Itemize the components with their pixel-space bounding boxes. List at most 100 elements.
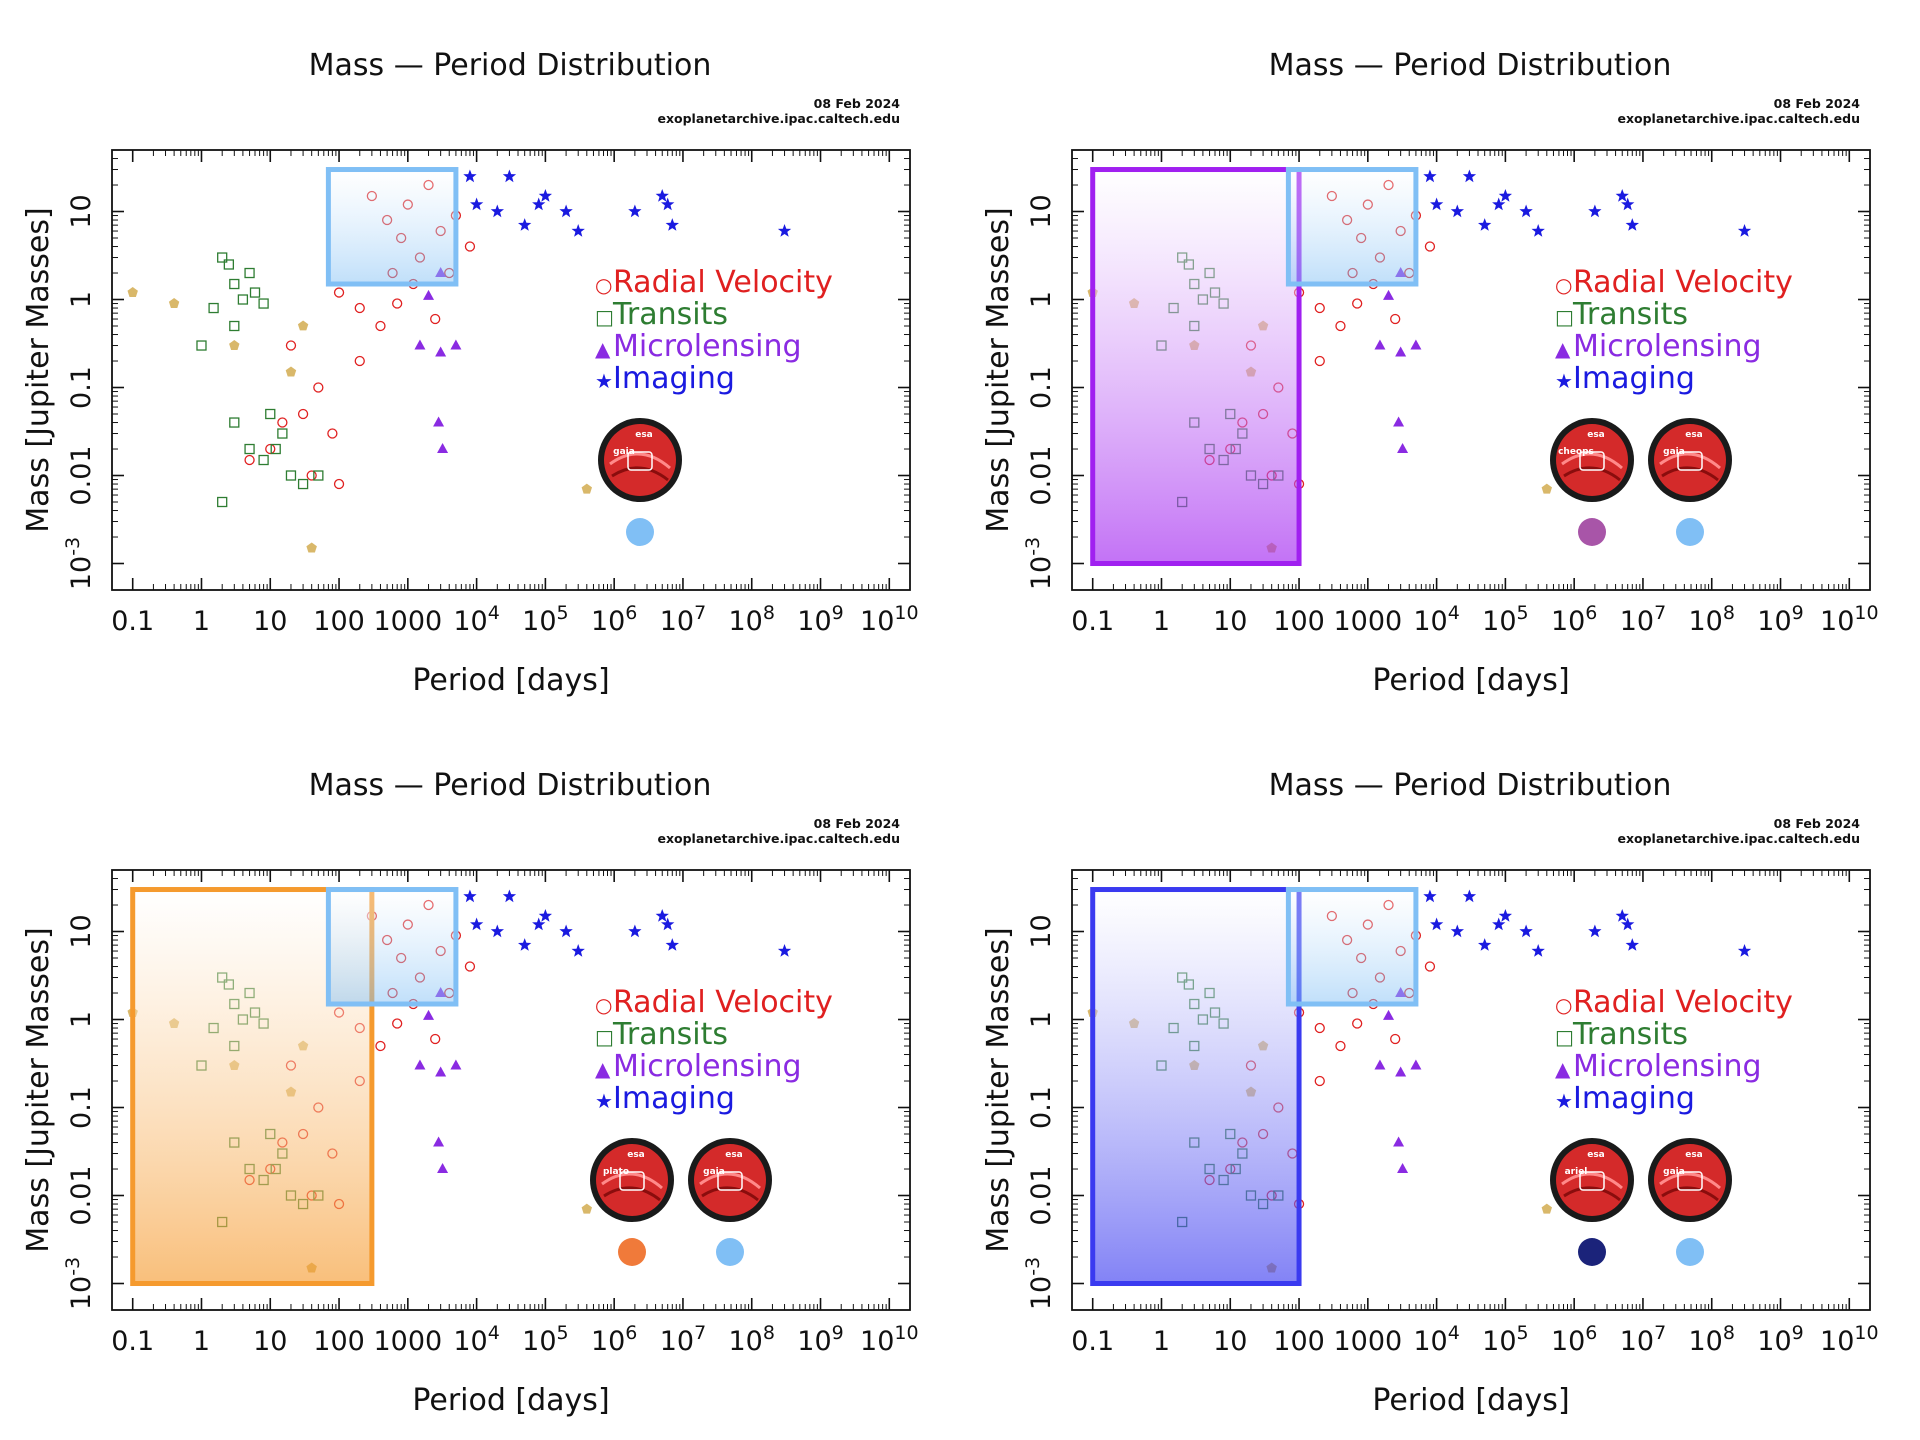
x-tick-label: 105	[522, 1322, 568, 1357]
source-stamp: exoplanetarchive.ipac.caltech.edu	[657, 831, 900, 846]
y-tick-label: 0.1	[66, 366, 97, 409]
gaia-region-box	[1285, 167, 1419, 287]
y-tick-label: 1	[66, 291, 97, 308]
legend: ○ Radial Velocity □ Transits▲ Microlensing★ I…	[1555, 265, 1793, 396]
imaging-point	[490, 204, 504, 218]
x-tick-label: 107	[660, 602, 706, 637]
rv-point	[464, 241, 476, 252]
other-method-point	[127, 287, 138, 297]
transit-point	[196, 340, 207, 351]
rv-point	[1390, 313, 1401, 325]
badge-swirl	[609, 452, 671, 470]
badge-swirl	[1563, 1186, 1621, 1202]
x-axis-label: Period [days]	[1372, 663, 1569, 698]
legend-label-radial-velocity: Radial Velocity	[613, 985, 833, 1020]
ariel-mission-badge-icon: esa ariel	[1550, 1138, 1634, 1222]
microlensing-point	[1397, 1163, 1409, 1174]
microlensing-point	[435, 346, 447, 357]
rv-point	[392, 298, 403, 309]
gaia-region-box	[325, 887, 459, 1007]
agency-label: esa	[725, 1150, 743, 1160]
badge-swirl	[1661, 466, 1719, 482]
badge-swirl	[701, 1186, 759, 1202]
plot-frame	[1071, 149, 1871, 591]
scatter-plot-svg: Mass — Period Distribution 08 Feb 2024exo…	[21, 768, 919, 1418]
imaging-point	[1615, 189, 1629, 202]
rv-point	[1335, 320, 1346, 332]
rv-point	[354, 302, 365, 314]
x-tick-label: 106	[591, 1322, 637, 1357]
rv-point	[265, 443, 276, 455]
imaging-point	[655, 909, 669, 922]
imaging-point	[628, 924, 642, 938]
x-axis-ticks: 0.1 1 10 100 1000 104 105 106 107 108 109 1010	[111, 150, 919, 637]
rv-point	[354, 355, 365, 367]
legend-label-imaging: Imaging	[613, 1081, 735, 1116]
microlensing-point	[433, 416, 445, 427]
imaging-point	[1423, 889, 1437, 903]
badge-face	[596, 1144, 668, 1216]
legend: ○ Radial Velocity □ Transits▲ Microlensing★ I…	[595, 265, 833, 396]
imaging-point	[1588, 204, 1602, 218]
imaging-point	[1498, 909, 1512, 922]
y-tick-label: 0.01	[66, 1165, 97, 1225]
chart-panel-1: Mass — Period Distribution 08 Feb 2024 exo…	[0, 0, 960, 720]
x-axis-ticks: 0.1 1 10 100 1000 104 105 106 107 108 109 1010	[1071, 150, 1879, 637]
rv-point	[1314, 355, 1325, 367]
transit-point	[217, 252, 228, 263]
microlensing-point	[1383, 1009, 1395, 1020]
other-method-point	[1541, 483, 1552, 494]
x-tick-label: 100	[313, 1326, 365, 1357]
legend-label-microlensing: Microlensing	[1573, 1049, 1762, 1084]
rv-point	[1352, 298, 1363, 309]
legend-marker-icon: ▲	[1555, 1057, 1571, 1081]
rv-point	[1352, 1018, 1363, 1029]
other-method-point	[297, 320, 309, 331]
legend-marker-icon: □	[595, 1025, 614, 1049]
x-tick-label: 10	[1213, 606, 1247, 637]
imaging-point	[777, 224, 792, 237]
legend-label-microlensing: Microlensing	[1573, 329, 1762, 364]
spacecraft-icon	[1677, 1171, 1703, 1191]
other-method-point	[168, 298, 180, 308]
scatter-plot-svg: Mass — Period Distribution 08 Feb 2024exo…	[21, 48, 919, 698]
other-method-point	[581, 483, 592, 494]
legend-marker-icon: □	[595, 305, 614, 329]
imaging-point	[655, 189, 669, 202]
x-tick-label: 100	[313, 606, 365, 637]
transit-point	[229, 278, 240, 290]
y-axis-ticks: 10-3 0.01 0.1 1 10	[62, 158, 910, 590]
source-stamp: exoplanetarchive.ipac.caltech.edu	[1617, 111, 1860, 126]
x-tick-label: 1	[193, 1326, 210, 1357]
chart-title: Mass — Period Distribution	[309, 768, 712, 803]
x-tick-label: 106	[1551, 602, 1597, 637]
mission-color-dot	[1676, 1238, 1704, 1266]
x-tick-label: 1010	[1820, 602, 1879, 637]
microlensing-point	[1410, 1059, 1422, 1070]
badge-swirl	[603, 1186, 661, 1202]
y-tick-label: 10-3	[1022, 537, 1057, 590]
legend-marker-icon: ▲	[595, 1057, 611, 1081]
imaging-point	[1450, 924, 1464, 938]
y-axis-ticks: 10-3 0.01 0.1 1 10	[1022, 878, 1870, 1310]
imaging-point	[538, 909, 552, 922]
rv-point	[333, 478, 345, 490]
x-axis-ticks: 0.1 1 10 100 1000 104 105 106 107 108 109 1010	[1071, 870, 1879, 1357]
imaging-point	[1621, 917, 1635, 931]
source-stamp: exoplanetarchive.ipac.caltech.edu	[1617, 831, 1860, 846]
imaging-point	[665, 938, 679, 951]
x-tick-label: 108	[1689, 602, 1735, 637]
legend-marker-icon: ★	[1555, 1089, 1573, 1113]
microlensing-point	[1393, 416, 1405, 427]
legend-marker-icon: ▲	[1555, 337, 1571, 361]
x-tick-label: 1010	[860, 602, 919, 637]
rv-point	[1314, 1022, 1325, 1034]
y-tick-label: 0.1	[66, 1086, 97, 1129]
mission-name-label: cheops	[1558, 447, 1594, 457]
imaging-point	[1519, 924, 1533, 938]
mission-name-label: gaia	[703, 1167, 725, 1177]
legend-label-microlensing: Microlensing	[613, 329, 802, 364]
